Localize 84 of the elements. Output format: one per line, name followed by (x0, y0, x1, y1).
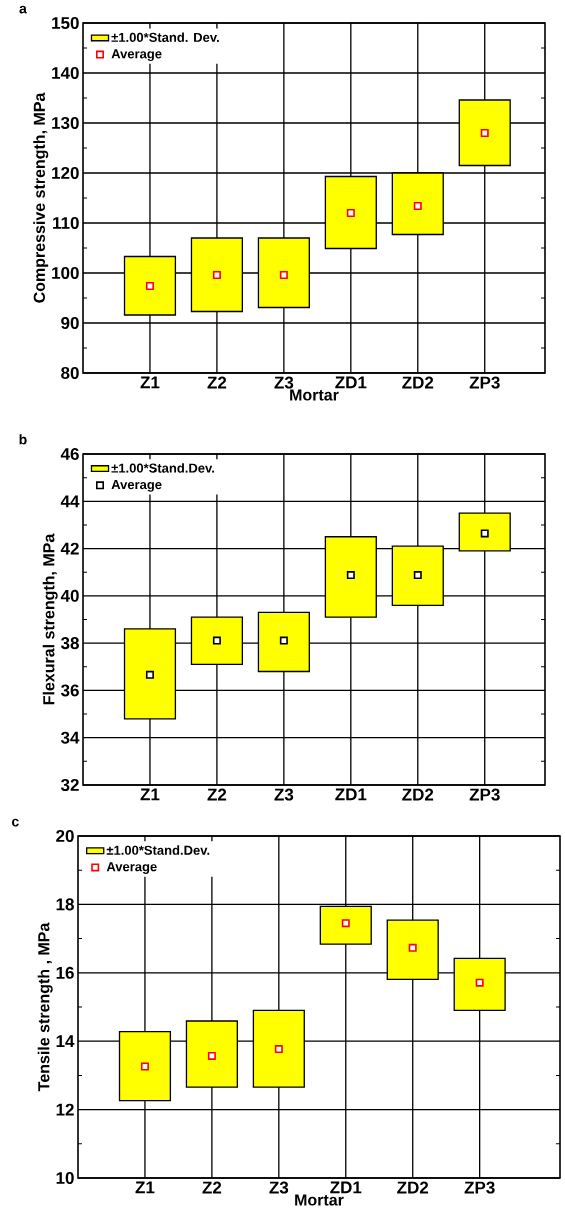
y-tick-label: 32 (60, 778, 79, 792)
x-tick-label: ZP3 (469, 376, 500, 389)
point (408, 943, 417, 952)
x-tick-label: Z2 (202, 1181, 222, 1194)
chart-title: b (19, 434, 27, 445)
point (341, 919, 350, 928)
bar (391, 545, 444, 606)
y-axis-title: Compressive strength, MPa (33, 92, 49, 303)
point (413, 571, 422, 580)
x-tick-label: Z2 (207, 788, 227, 801)
y-tick-label: 20 (56, 829, 74, 843)
x-tick-label: ZD1 (335, 376, 367, 389)
point (279, 636, 288, 645)
x-tick-label: ZD2 (402, 788, 434, 801)
x-tick-label: Z3 (269, 1181, 289, 1194)
x-tick-label: Z3 (274, 376, 294, 389)
point (346, 208, 355, 217)
legend-label: ±1.00*Stand.Dev. (106, 845, 210, 855)
legend-label: Average (106, 862, 157, 874)
bar (319, 905, 372, 945)
point (475, 978, 484, 987)
point (140, 1062, 149, 1071)
y-tick-label: 14 (56, 1035, 75, 1048)
y-tick-label: 150 (52, 16, 79, 30)
x-axis-title: Mortar (295, 1194, 344, 1206)
x-tick-label: ZD2 (397, 1181, 429, 1194)
y-tick-label: 40 (60, 589, 79, 602)
point (145, 281, 154, 290)
y-axis-title: Tensile strength , MPa (37, 922, 53, 1092)
bar (185, 1020, 238, 1088)
legend-label: Average (111, 49, 162, 62)
point (145, 670, 154, 679)
x-tick-label: Z3 (274, 788, 294, 801)
chart-title: a (19, 5, 27, 14)
y-tick-label: 46 (60, 447, 79, 461)
x-tick-label: ZD1 (335, 788, 367, 801)
x-tick-label: ZD1 (330, 1181, 362, 1194)
y-axis-title: Flexural strength, MPa (42, 533, 58, 705)
point (346, 571, 355, 580)
x-tick-label: ZP3 (464, 1181, 495, 1194)
y-tick-label: 90 (61, 316, 79, 330)
y-tick-label: 38 (60, 637, 79, 650)
x-tick-label: Z2 (207, 376, 227, 389)
y-tick-label: 100 (52, 266, 79, 280)
y-tick-label: 10 (56, 1171, 74, 1185)
x-tick-label: Z1 (140, 788, 160, 801)
point (212, 270, 221, 279)
y-tick-label: 18 (56, 898, 74, 911)
y-tick-label: 44 (60, 495, 80, 508)
chart-title: c (11, 818, 19, 827)
bar (324, 175, 377, 250)
bar (386, 919, 439, 980)
bar (252, 1009, 305, 1088)
y-tick-label: 34 (60, 731, 80, 744)
point (274, 1045, 283, 1054)
bar (190, 616, 243, 666)
y-tick-label: 120 (52, 166, 79, 180)
x-tick-label: ZP3 (469, 788, 500, 801)
legend-label: ±1.00*Stand. Dev. (111, 32, 219, 42)
y-tick-label: 12 (56, 1103, 74, 1116)
legend-label: Average (111, 480, 162, 492)
bar (324, 536, 377, 618)
point (207, 1051, 216, 1060)
x-axis-title: Mortar (290, 389, 339, 401)
bar (257, 237, 310, 309)
legend-label: ±1.00*Stand.Dev. (111, 463, 214, 473)
x-tick-label: Z1 (135, 1181, 155, 1194)
point (279, 270, 288, 279)
x-tick-label: Z1 (140, 376, 160, 389)
y-tick-label: 36 (60, 684, 79, 697)
bar (190, 237, 243, 313)
x-tick-label: ZD2 (402, 376, 434, 389)
point (212, 636, 221, 645)
y-tick-label: 16 (56, 966, 74, 979)
bar (391, 172, 444, 236)
y-tick-label: 130 (52, 116, 79, 130)
y-tick-label: 110 (53, 216, 79, 230)
point (413, 201, 422, 210)
y-tick-label: 140 (52, 66, 79, 80)
bar (257, 611, 310, 673)
point (480, 529, 489, 538)
point (480, 128, 489, 137)
y-tick-label: 80 (61, 366, 79, 380)
y-tick-label: 42 (60, 542, 79, 555)
